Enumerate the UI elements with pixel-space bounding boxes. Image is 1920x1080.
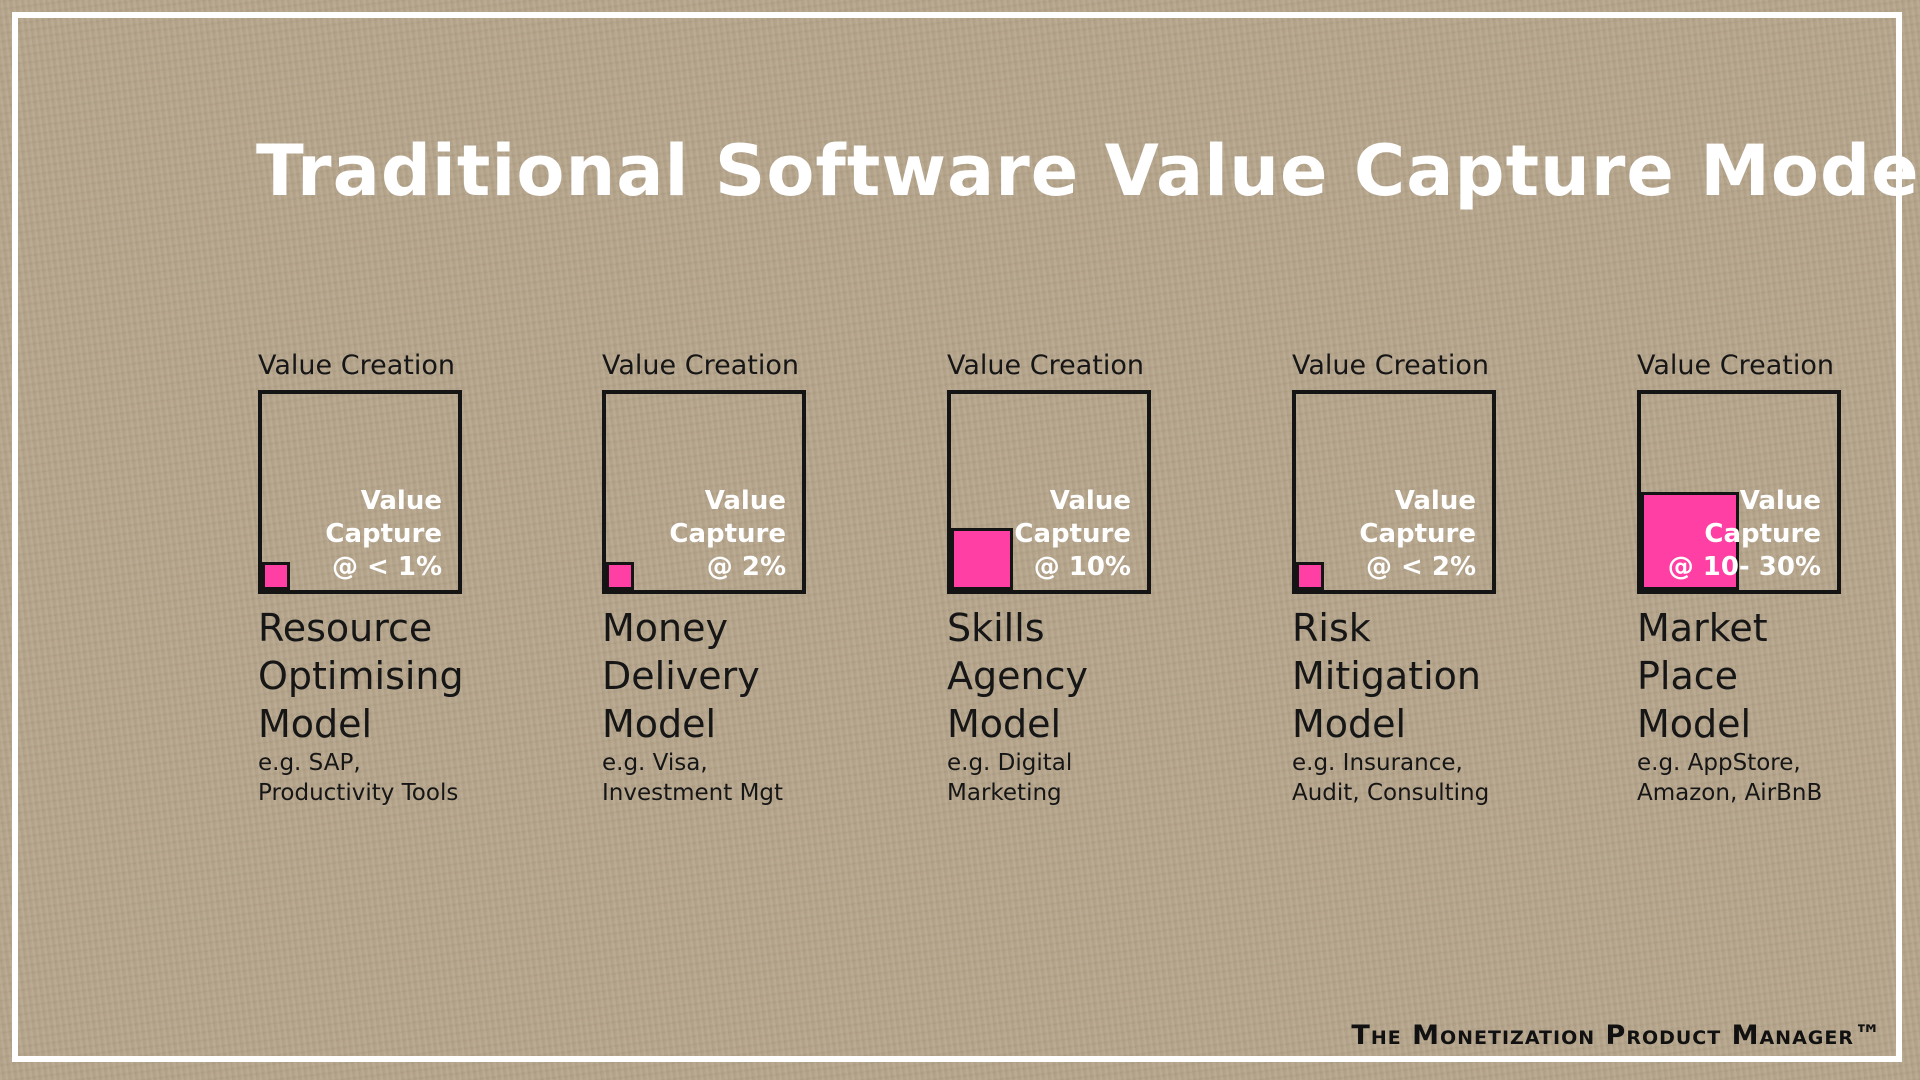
- value-creation-box: Value Capture @ 10- 30%: [1637, 390, 1841, 594]
- model-examples: e.g. Digital Marketing: [947, 748, 1072, 808]
- model-name-line: Risk: [1292, 606, 1371, 650]
- example-line: Productivity Tools: [258, 780, 459, 806]
- capture-line: Capture: [325, 519, 442, 549]
- example-line: Marketing: [947, 780, 1062, 806]
- example-line: Audit, Consulting: [1292, 780, 1490, 806]
- capture-line: Value: [360, 486, 442, 516]
- capture-line: Value: [1739, 486, 1821, 516]
- model-name-line: Model: [1637, 702, 1752, 746]
- model-name-line: Market: [1637, 606, 1768, 650]
- model-name-line: Money: [602, 606, 728, 650]
- capture-line: Capture: [1704, 519, 1821, 549]
- value-capture-square: [1296, 562, 1324, 590]
- model-name: Resource Optimising Model: [258, 604, 464, 748]
- model-name-line: Model: [1292, 702, 1407, 746]
- capture-percentage: @ 10%: [1033, 552, 1131, 582]
- model-name-line: Mitigation: [1292, 654, 1481, 698]
- capture-line: Capture: [669, 519, 786, 549]
- value-creation-box: Value Capture @ 2%: [602, 390, 806, 594]
- model-name-line: Resource: [258, 606, 433, 650]
- capture-percentage: @ 10- 30%: [1667, 552, 1821, 582]
- model-name-line: Delivery: [602, 654, 760, 698]
- model-name-line: Place: [1637, 654, 1739, 698]
- capture-percentage: @ < 1%: [331, 552, 442, 582]
- capture-percentage: @ 2%: [706, 552, 786, 582]
- slide-title: Traditional Software Value Capture Model…: [256, 130, 1920, 212]
- value-creation-label: Value Creation: [1292, 350, 1489, 381]
- example-line: e.g. Visa,: [602, 750, 708, 776]
- brand-footer: The Monetization Product Manager™: [1351, 1020, 1882, 1051]
- value-capture-label: Value Capture @ 2%: [669, 485, 786, 584]
- value-creation-label: Value Creation: [602, 350, 799, 381]
- value-capture-label: Value Capture @ 10- 30%: [1668, 485, 1821, 584]
- value-capture-label: Value Capture @ < 2%: [1359, 485, 1476, 584]
- model-name-line: Model: [258, 702, 373, 746]
- model-examples: e.g. Insurance, Audit, Consulting: [1292, 748, 1489, 808]
- example-line: Amazon, AirBnB: [1637, 780, 1823, 806]
- value-capture-square: [1641, 492, 1739, 590]
- model-examples: e.g. Visa, Investment Mgt: [602, 748, 783, 808]
- value-creation-box: Value Capture @ 10%: [947, 390, 1151, 594]
- model-name: Money Delivery Model: [602, 604, 760, 748]
- model-name: Skills Agency Model: [947, 604, 1088, 748]
- value-creation-label: Value Creation: [1637, 350, 1834, 381]
- value-capture-square: [606, 562, 634, 590]
- value-creation-box: Value Capture @ < 2%: [1292, 390, 1496, 594]
- example-line: e.g. Digital: [947, 750, 1073, 776]
- slide-frame: [12, 12, 1902, 1062]
- value-creation-box: Value Capture @ < 1%: [258, 390, 462, 594]
- example-line: e.g. Insurance,: [1292, 750, 1463, 776]
- example-line: Investment Mgt: [602, 780, 784, 806]
- model-examples: e.g. AppStore, Amazon, AirBnB: [1637, 748, 1822, 808]
- model-name-line: Optimising: [258, 654, 464, 698]
- model-name-line: Model: [602, 702, 717, 746]
- capture-line: Capture: [1014, 519, 1131, 549]
- value-capture-square: [951, 528, 1013, 590]
- model-examples: e.g. SAP, Productivity Tools: [258, 748, 458, 808]
- model-name-line: Model: [947, 702, 1062, 746]
- capture-line: Capture: [1359, 519, 1476, 549]
- value-capture-label: Value Capture @ 10%: [1014, 485, 1131, 584]
- capture-percentage: @ < 2%: [1365, 552, 1476, 582]
- model-name: Risk Mitigation Model: [1292, 604, 1481, 748]
- capture-line: Value: [704, 486, 786, 516]
- value-capture-label: Value Capture @ < 1%: [325, 485, 442, 584]
- model-name-line: Skills: [947, 606, 1045, 650]
- model-name-line: Agency: [947, 654, 1088, 698]
- example-line: e.g. SAP,: [258, 750, 361, 776]
- value-capture-square: [262, 562, 290, 590]
- value-creation-label: Value Creation: [258, 350, 455, 381]
- capture-line: Value: [1394, 486, 1476, 516]
- example-line: e.g. AppStore,: [1637, 750, 1801, 776]
- value-creation-label: Value Creation: [947, 350, 1144, 381]
- model-name: Market Place Model: [1637, 604, 1768, 748]
- capture-line: Value: [1049, 486, 1131, 516]
